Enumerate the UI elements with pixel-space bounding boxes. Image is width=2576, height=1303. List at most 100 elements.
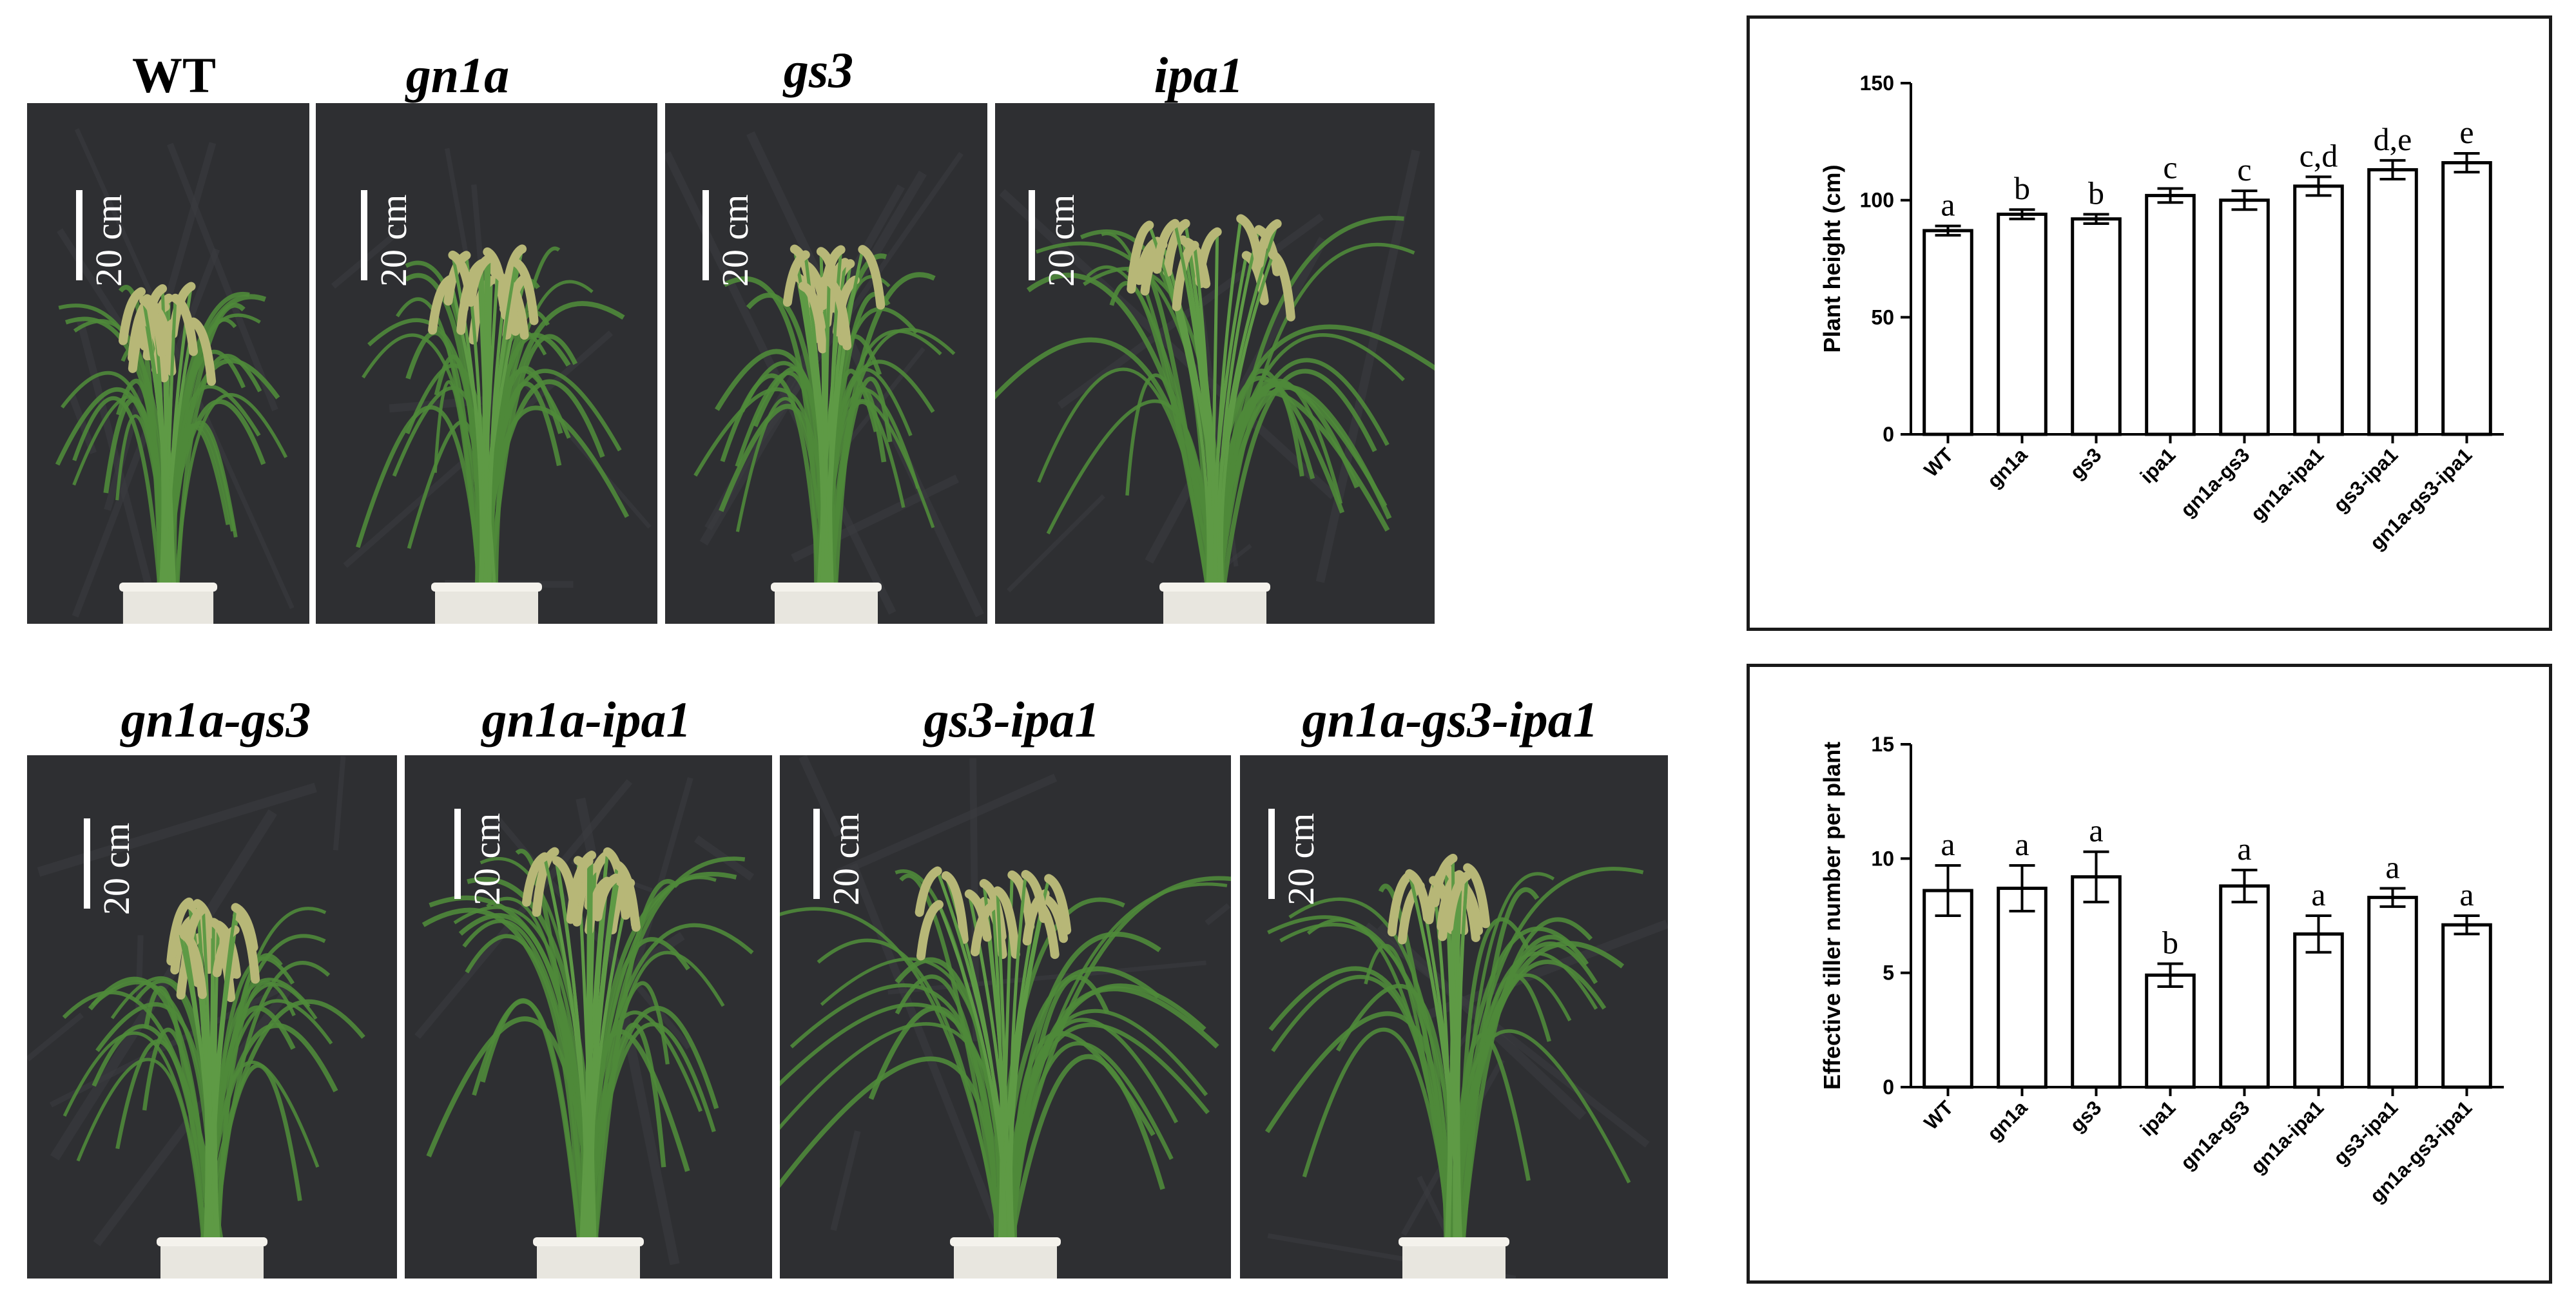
- scale-bar-gn1a-gs3: [84, 818, 90, 909]
- error-bar: [1935, 224, 1961, 237]
- plant-illustration: [780, 755, 1231, 1279]
- error-bar: [2083, 850, 2109, 903]
- photo-label-wt: WT: [131, 47, 217, 103]
- x-tick-label: gn1a-gs3: [2176, 443, 2254, 521]
- x-tick-label: gs3-ipa1: [2329, 1096, 2403, 1170]
- error-bar: [2454, 152, 2480, 174]
- bar: [2219, 198, 2270, 436]
- scale-bar-gs3: [702, 190, 709, 280]
- bar: [2441, 923, 2492, 1089]
- bar: [1997, 886, 2048, 1089]
- error-bar: [2379, 887, 2406, 908]
- photo-gs3: [665, 103, 987, 624]
- bar: [1922, 229, 1973, 436]
- scale-bar-gn1a-ipa1: [454, 809, 461, 899]
- error-bar: [2009, 864, 2035, 912]
- y-tick-label: 150: [1860, 72, 1894, 95]
- plant-illustration: [665, 131, 984, 624]
- y-axis-title: Effective tiller number per plant: [1819, 742, 1845, 1090]
- bar: [2071, 875, 2122, 1089]
- scale-label-gs3-ipa1: 20 cm: [825, 813, 867, 905]
- plant-height-chart: 0 50 100 150 Plant height (cm) a WT b gn1a b gs3 c i…: [1819, 72, 2504, 554]
- significance-label: b: [2162, 924, 2178, 960]
- error-bar: [2157, 187, 2184, 204]
- scale-bar-wt: [76, 190, 82, 280]
- error-bar: [2379, 159, 2406, 180]
- error-bar: [2009, 208, 2035, 220]
- photo-gs3-ipa1: [780, 755, 1231, 1279]
- y-tick-label: 0: [1883, 423, 1894, 446]
- significance-label: a: [2385, 849, 2399, 885]
- photo-label-gs3-ipa1: gs3-ipa1: [924, 691, 1100, 748]
- photo-label-gn1a-ipa1: gn1a-ipa1: [481, 691, 692, 748]
- plant-illustration: [331, 148, 652, 624]
- y-tick-label: 10: [1871, 847, 1894, 870]
- bar: [1997, 212, 2048, 436]
- scale-label-gn1a-gs3-ipa1: 20 cm: [1280, 813, 1322, 905]
- photo-label-gn1a: gn1a: [405, 47, 510, 103]
- error-bar: [2454, 914, 2480, 936]
- significance-label: b: [2014, 170, 2030, 206]
- y-tick-label: 15: [1871, 733, 1894, 756]
- scale-label-gn1a-ipa1: 20 cm: [466, 813, 508, 905]
- error-bar: [2083, 213, 2109, 225]
- scale-label-gn1a-gs3: 20 cm: [95, 822, 137, 915]
- y-tick-label: 0: [1883, 1076, 1894, 1099]
- y-tick-label: 50: [1871, 305, 1894, 329]
- significance-label: b: [2088, 175, 2104, 211]
- x-tick-label: ipa1: [2136, 443, 2180, 488]
- x-tick-label: gn1a-gs3: [2176, 1096, 2254, 1174]
- error-bar: [2305, 175, 2332, 197]
- x-tick-label: ipa1: [2136, 1096, 2180, 1141]
- x-tick-label: WT: [1920, 1096, 1958, 1134]
- significance-label: a: [2311, 876, 2325, 912]
- tiller-number-chart-panel: 0 5 10 15 Effective tiller number per plant a…: [1747, 664, 2552, 1284]
- bar: [2219, 884, 2270, 1089]
- significance-label: a: [2015, 826, 2029, 862]
- x-tick-label: gn1a: [1983, 1096, 2032, 1145]
- plant-illustration: [414, 777, 755, 1279]
- y-tick-label: 100: [1860, 189, 1894, 212]
- scale-label-wt: 20 cm: [88, 194, 130, 287]
- photo-label-gn1a-gs3-ipa1: gn1a-gs3-ipa1: [1302, 691, 1598, 748]
- significance-label: a: [2459, 876, 2474, 912]
- photo-gn1a-gs3-ipa1: [1240, 755, 1668, 1279]
- tiller-number-chart: 0 5 10 15 Effective tiller number per plant a…: [1819, 733, 2504, 1207]
- scale-bar-ipa1: [1029, 190, 1035, 280]
- error-bar: [2305, 914, 2332, 954]
- plant-illustration: [27, 756, 365, 1279]
- scale-bar-gn1a-gs3-ipa1: [1268, 809, 1275, 899]
- plant-illustration: [55, 128, 295, 624]
- x-tick-label: gs3: [2066, 443, 2106, 484]
- bar: [2071, 217, 2122, 436]
- error-bar: [2231, 869, 2258, 903]
- bar: [2293, 184, 2344, 436]
- scale-label-gn1a: 20 cm: [373, 194, 414, 287]
- error-bar: [2231, 189, 2258, 211]
- x-tick-label: WT: [1920, 443, 1958, 481]
- x-tick-label: gn1a: [1983, 443, 2032, 492]
- photo-label-gs3: gs3: [783, 42, 854, 98]
- plant-height-chart-panel: 0 50 100 150 Plant height (cm) a WT b gn1a b gs3 c i…: [1747, 15, 2552, 631]
- x-tick-label: gn1a-ipa1: [2246, 443, 2328, 525]
- photo-label-ipa1: ipa1: [1154, 47, 1244, 103]
- y-axis-title: Plant height (cm): [1819, 164, 1845, 352]
- bar: [1922, 889, 1973, 1089]
- plant-illustration: [995, 150, 1435, 624]
- significance-label: c: [2163, 150, 2177, 186]
- x-tick-label: gs3-ipa1: [2329, 443, 2403, 517]
- bar: [2293, 932, 2344, 1089]
- photo-ipa1: [995, 103, 1435, 624]
- significance-label: e: [2459, 114, 2474, 150]
- bar: [2441, 161, 2492, 436]
- scale-label-ipa1: 20 cm: [1040, 194, 1082, 287]
- bar: [2145, 193, 2196, 436]
- photo-gn1a-gs3: [27, 755, 397, 1279]
- photo-wt: [27, 103, 309, 624]
- photo-gn1a-ipa1: [405, 755, 772, 1279]
- scale-bar-gs3-ipa1: [813, 809, 820, 899]
- x-tick-label: gn1a-ipa1: [2246, 1096, 2328, 1178]
- scale-label-gs3: 20 cm: [714, 194, 756, 287]
- error-bar: [1935, 864, 1961, 917]
- significance-label: a: [1941, 826, 1955, 862]
